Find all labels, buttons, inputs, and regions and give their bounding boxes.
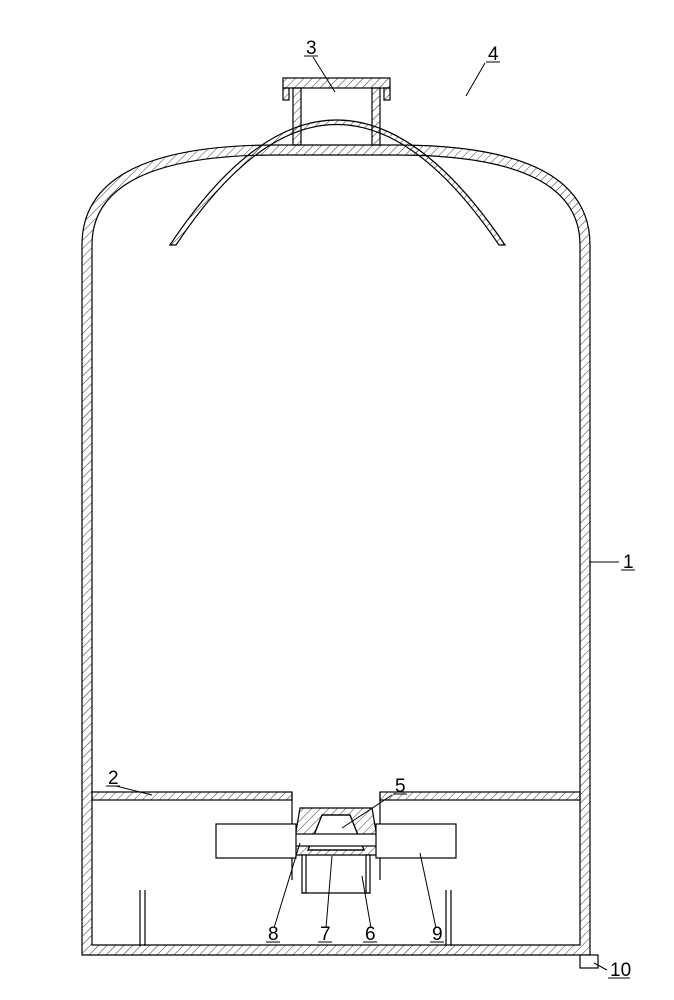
leader-4	[466, 63, 485, 96]
foot-right	[580, 955, 598, 968]
port-cap-lip-r	[384, 88, 390, 100]
block-right	[376, 824, 456, 858]
dome-wall	[170, 120, 505, 245]
leader-7	[326, 856, 332, 928]
port-wall-right	[372, 88, 380, 145]
leader-9	[420, 853, 436, 928]
tube-wall-r	[366, 855, 370, 893]
tube-wall-l	[302, 855, 306, 893]
block-left	[216, 824, 296, 858]
port-cap	[283, 78, 390, 88]
plate-left	[92, 792, 292, 800]
plate-right	[380, 792, 580, 800]
port-cap-lip-l	[283, 88, 289, 100]
port-wall-left	[293, 88, 301, 145]
